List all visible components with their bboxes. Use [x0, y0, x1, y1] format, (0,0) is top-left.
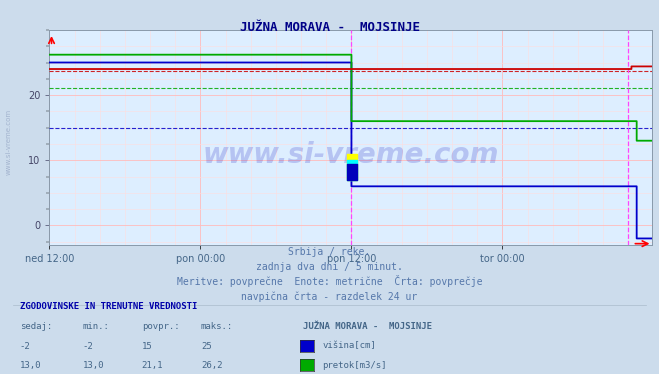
Text: sedaj:: sedaj:	[20, 322, 52, 331]
Text: pretok[m3/s]: pretok[m3/s]	[322, 361, 387, 370]
Text: povpr.:: povpr.:	[142, 322, 179, 331]
Text: 13,0: 13,0	[82, 361, 104, 370]
Text: ZGODOVINSKE IN TRENUTNE VREDNOSTI: ZGODOVINSKE IN TRENUTNE VREDNOSTI	[20, 301, 197, 310]
Text: Meritve: povprečne  Enote: metrične  Črta: povprečje: Meritve: povprečne Enote: metrične Črta:…	[177, 275, 482, 287]
Text: zadnja dva dni / 5 minut.: zadnja dva dni / 5 minut.	[256, 262, 403, 272]
Text: JUŽNA MORAVA -  MOJSINJE: JUŽNA MORAVA - MOJSINJE	[239, 21, 420, 34]
Text: min.:: min.:	[82, 322, 109, 331]
Text: 25: 25	[201, 341, 212, 350]
Text: Srbija / reke.: Srbija / reke.	[289, 247, 370, 257]
Text: navpična črta - razdelek 24 ur: navpična črta - razdelek 24 ur	[241, 291, 418, 302]
Text: www.si-vreme.com: www.si-vreme.com	[203, 141, 499, 169]
Text: www.si-vreme.com: www.si-vreme.com	[5, 109, 11, 175]
Text: -2: -2	[20, 341, 30, 350]
Text: JUŽNA MORAVA -  MOJSINJE: JUŽNA MORAVA - MOJSINJE	[303, 322, 432, 331]
Text: 15: 15	[142, 341, 152, 350]
Text: -2: -2	[82, 341, 93, 350]
Text: 13,0: 13,0	[20, 361, 42, 370]
Text: 26,2: 26,2	[201, 361, 223, 370]
Text: višina[cm]: višina[cm]	[322, 341, 376, 350]
Text: maks.:: maks.:	[201, 322, 233, 331]
Text: 21,1: 21,1	[142, 361, 163, 370]
